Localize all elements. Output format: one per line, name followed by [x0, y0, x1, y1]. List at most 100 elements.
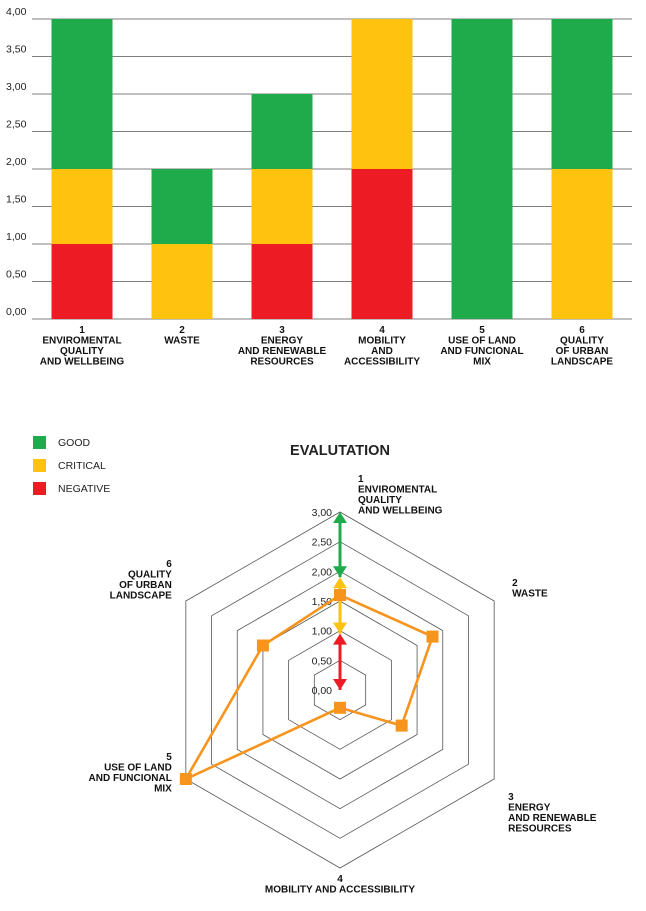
bar-segment-critical [151, 244, 213, 319]
radar-axis-label: 5 USE OF LAND AND FUNCIONAL MIX [89, 752, 173, 795]
axis-label-line: OF URBAN [119, 580, 172, 591]
legend-swatch [33, 459, 46, 472]
category-line: 3 [279, 325, 285, 336]
y-tick-label: 2,00 [6, 156, 27, 168]
radar-axis-label: 4 MOBILITY AND ACCESSIBILITY [265, 874, 416, 896]
axis-label-line: 2 [512, 578, 518, 589]
legend-swatch [33, 436, 46, 449]
category-line: AND WELLBEING [40, 357, 125, 368]
x-category-label: 3 ENERGY AND RENEWABLE RESOURCES [238, 325, 327, 368]
category-line: AND RENEWABLE [238, 346, 327, 357]
radar-point [256, 639, 269, 652]
radar-point [395, 719, 408, 732]
radar-tick-label: 2,50 [312, 537, 333, 549]
category-line: ENERGY [261, 336, 304, 347]
axis-label-line: RESOURCES [508, 824, 572, 835]
x-category-label: 5 USE OF LAND AND FUNCIONAL MIX [440, 325, 523, 368]
radar-tick-label: 1,00 [312, 626, 333, 638]
legend-label: GOOD [58, 437, 91, 449]
category-line: QUALITY [60, 346, 104, 357]
bar-segment-critical [551, 169, 613, 319]
axis-label-line: ENERGY [508, 803, 551, 814]
scale-arrow-head-down [333, 566, 347, 578]
radar-axis-label: 3 ENERGY AND RENEWABLE RESOURCES [508, 792, 597, 835]
bar-segment-critical [351, 19, 413, 169]
scale-arrow-head-down [333, 679, 347, 690]
radar-tick-label: 2,00 [312, 566, 333, 578]
radar-title: EVALUTATION [290, 443, 390, 459]
category-line: RESOURCES [250, 357, 314, 368]
category-line: ENVIROMENTAL [42, 336, 121, 347]
radar-point [334, 701, 346, 714]
axis-label-line: 4 [337, 874, 343, 885]
x-category-label: 2 WASTE [164, 325, 200, 347]
scale-arrow-head-down [333, 622, 347, 634]
stacked-bar-chart: 0,00 0,50 1,00 1,50 2,00 2,50 3,00 3,50 4,00 1 ENV… [6, 6, 632, 368]
y-tick-label: 3,00 [6, 81, 27, 93]
scale-arrow-head-up [333, 512, 347, 523]
scale-arrow-head-up [333, 633, 347, 645]
bar-segment-good [251, 94, 313, 169]
radar-axis-label: 2 WASTE [512, 578, 548, 600]
axis-label-line: WASTE [512, 589, 548, 600]
bar-segment-good [151, 169, 213, 244]
legend: GOOD CRITICAL NEGATIVE [33, 436, 110, 495]
axis-label-line: AND WELLBEING [358, 506, 443, 517]
radar-series-line [182, 593, 435, 782]
radar-grid-ring [185, 511, 495, 869]
axis-label-line: QUALITY [358, 495, 402, 506]
category-line: AND [371, 346, 393, 357]
radar-tick-label: 0,50 [312, 655, 333, 667]
radar-tick-label: 3,00 [312, 507, 333, 519]
axis-label-line: ENVIROMENTAL [358, 485, 437, 496]
bar-segment-negative [51, 244, 113, 319]
category-line: LANDSCAPE [551, 357, 614, 368]
y-tick-label: 1,50 [6, 194, 27, 206]
category-line: MIX [473, 357, 491, 368]
y-tick-label: 0,00 [6, 306, 27, 318]
radar-point [334, 589, 346, 602]
bar-segment-good [51, 19, 113, 169]
legend-label: CRITICAL [58, 460, 106, 472]
category-line: 5 [479, 325, 485, 336]
x-category-label: 4 MOBILITY AND ACCESSIBILITY [344, 325, 420, 368]
category-line: 1 [79, 325, 85, 336]
scale-arrow-head-up [333, 577, 347, 589]
category-line: 4 [379, 325, 385, 336]
bar-segment-critical [251, 169, 313, 244]
bar-segment-good [451, 19, 513, 319]
legend-swatch [33, 482, 46, 495]
bar-segment-negative [351, 169, 413, 319]
x-category-label: 1 ENVIROMENTAL QUALITY AND WELLBEING [40, 325, 125, 368]
axis-label-line: QUALITY [128, 570, 172, 581]
axis-label-line: 1 [358, 474, 364, 485]
bar-segment-negative [251, 244, 313, 319]
radar-grid-ring [313, 659, 367, 721]
radar-point [426, 630, 439, 643]
bar-segment-good [551, 19, 613, 169]
radar-grid-ring [236, 570, 444, 810]
radar-tick-label: 0,00 [312, 685, 333, 697]
category-line: 2 [179, 325, 185, 336]
radar-axis-label: 1 ENVIROMENTAL QUALITY AND WELLBEING [358, 474, 443, 517]
y-tick-label: 3,50 [6, 44, 27, 56]
bar-segment-critical [51, 169, 113, 244]
category-line: ACCESSIBILITY [344, 357, 420, 368]
legend-label: NEGATIVE [58, 483, 110, 495]
axis-label-line: AND FUNCIONAL [89, 773, 172, 784]
category-line: AND FUNCIONAL [440, 346, 523, 357]
radar-grid-ring [288, 630, 392, 750]
category-line: QUALITY [560, 336, 604, 347]
axis-label-line: LANDSCAPE [110, 591, 173, 602]
radar-grid-ring [211, 541, 469, 839]
category-line: WASTE [164, 336, 200, 347]
axis-label-line: 3 [508, 792, 514, 803]
x-category-label: 6 QUALITY OF URBAN LANDSCAPE [551, 325, 614, 368]
axis-label-line: MIX [154, 784, 172, 795]
axis-label-line: AND RENEWABLE [508, 813, 597, 824]
axis-label-line: USE OF LAND [104, 763, 172, 774]
axis-label-line: 5 [166, 752, 172, 763]
category-line: 6 [579, 325, 585, 336]
y-tick-label: 1,00 [6, 231, 27, 243]
